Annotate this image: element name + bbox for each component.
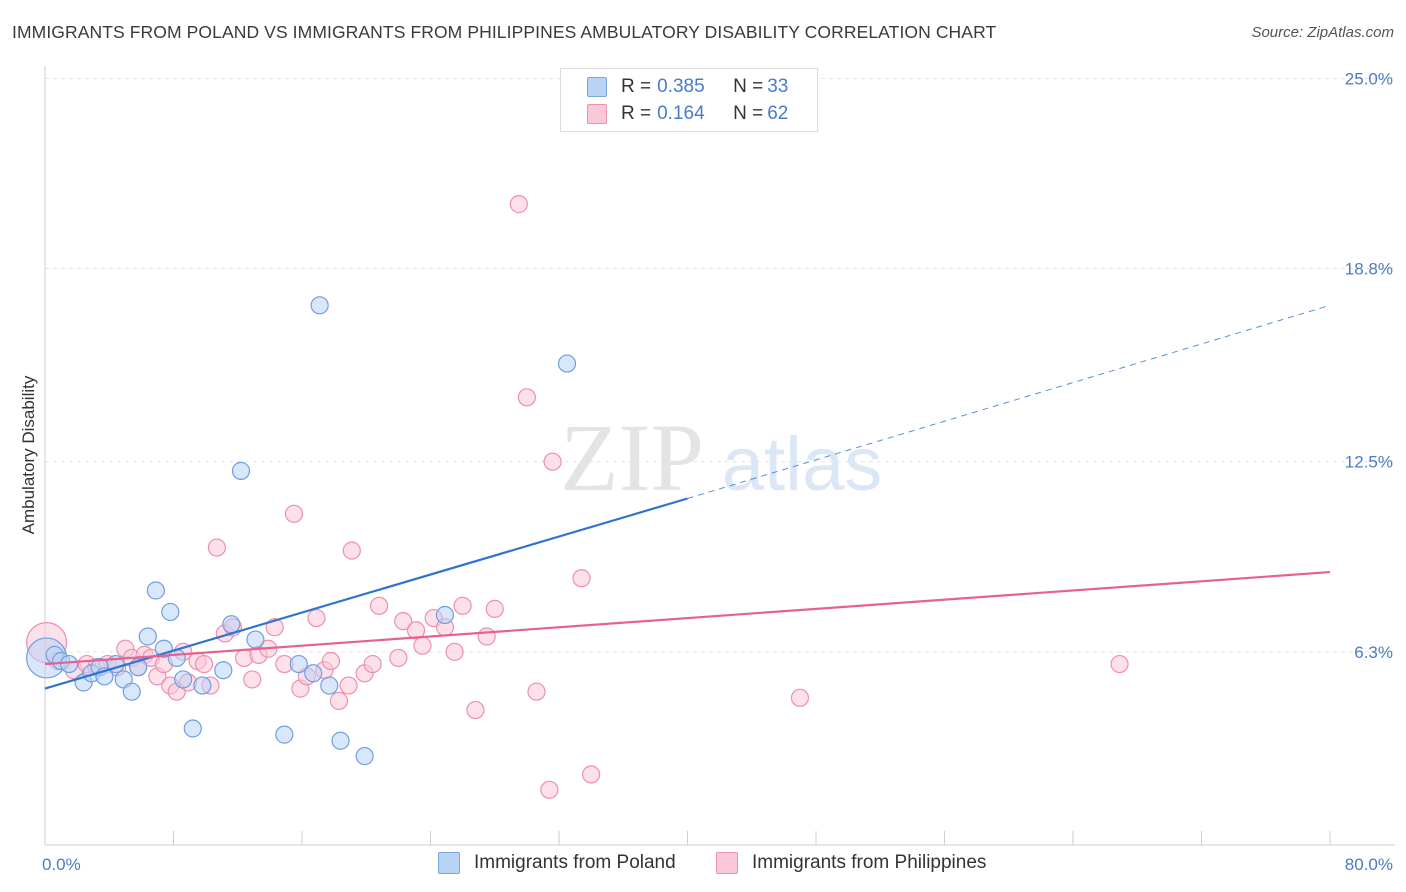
data-point bbox=[557, 354, 577, 373]
trend-line-poland-extension bbox=[687, 304, 1331, 499]
data-point bbox=[183, 719, 202, 738]
legend-swatch-poland bbox=[438, 852, 460, 874]
legend-item-philippines[interactable]: Immigrants from Philippines bbox=[716, 852, 986, 874]
data-point bbox=[329, 691, 349, 710]
x-tick-label: 80.0% bbox=[1345, 855, 1393, 874]
data-point bbox=[413, 636, 432, 655]
data-point bbox=[355, 746, 374, 766]
stats-legend: R = 0.385 N = 33 R = 0.164 N = 62 bbox=[560, 68, 818, 132]
legend-row-philippines: R = 0.164 N = 62 bbox=[587, 102, 788, 126]
data-point bbox=[572, 569, 591, 588]
watermark: ZIP atlas bbox=[560, 404, 882, 511]
axes bbox=[44, 66, 1395, 846]
data-point bbox=[389, 648, 408, 668]
data-point bbox=[517, 388, 536, 407]
data-point bbox=[543, 452, 562, 471]
y-tick-label: 25.0% bbox=[1345, 69, 1393, 88]
data-point bbox=[445, 642, 464, 661]
data-point bbox=[310, 296, 329, 315]
data-point bbox=[194, 654, 214, 674]
data-point bbox=[540, 780, 559, 799]
data-point bbox=[466, 700, 485, 720]
legend-n-key: N = bbox=[733, 103, 764, 124]
data-point bbox=[59, 654, 79, 674]
legend-n-key: N = bbox=[733, 76, 764, 97]
data-point bbox=[406, 621, 426, 640]
data-point bbox=[394, 612, 413, 631]
data-point bbox=[509, 195, 528, 214]
legend-r-value: 0.385 bbox=[657, 76, 705, 97]
legend-label-philippines: Immigrants from Philippines bbox=[752, 852, 987, 873]
legend-r-value: 0.164 bbox=[657, 103, 705, 124]
data-point bbox=[243, 670, 262, 689]
data-point bbox=[246, 630, 265, 649]
data-point bbox=[321, 651, 341, 671]
data-point bbox=[289, 654, 308, 674]
data-point bbox=[138, 627, 157, 646]
data-point bbox=[122, 682, 141, 701]
data-point bbox=[477, 627, 496, 646]
data-point bbox=[363, 654, 382, 674]
data-point bbox=[284, 504, 304, 523]
data-point bbox=[174, 670, 193, 689]
gridlines bbox=[45, 77, 1395, 653]
data-point bbox=[222, 615, 241, 634]
watermark-zip: ZIP bbox=[560, 404, 704, 511]
legend-label-poland: Immigrants from Poland bbox=[474, 852, 676, 873]
y-axis-label: Ambulatory Disability bbox=[19, 375, 38, 534]
legend-r-key: R = bbox=[621, 103, 652, 124]
data-point bbox=[275, 725, 294, 744]
trend-lines bbox=[44, 304, 1331, 690]
data-point bbox=[790, 688, 810, 707]
legend-item-poland[interactable]: Immigrants from Poland bbox=[438, 852, 676, 874]
y-tick-label: 18.8% bbox=[1345, 260, 1393, 279]
legend-r-key: R = bbox=[621, 76, 652, 97]
tick-labels: 6.3% 12.5% 18.8% 25.0% 0.0% 80.0% bbox=[42, 69, 1393, 874]
data-point bbox=[207, 538, 226, 557]
data-point bbox=[320, 676, 339, 695]
data-point bbox=[1110, 654, 1129, 674]
data-point bbox=[339, 676, 358, 695]
legend-swatch-philippines bbox=[716, 852, 738, 874]
data-point bbox=[231, 461, 251, 480]
data-point bbox=[435, 605, 455, 625]
y-tick-label: 12.5% bbox=[1345, 453, 1393, 472]
data-point bbox=[453, 596, 472, 615]
series-legend: Immigrants from Poland Immigrants from P… bbox=[0, 852, 1406, 878]
data-point bbox=[304, 664, 323, 683]
legend-row-poland: R = 0.385 N = 33 bbox=[587, 75, 788, 99]
legend-swatch-poland bbox=[587, 77, 607, 97]
data-point bbox=[485, 599, 504, 618]
data-point bbox=[214, 661, 233, 680]
legend-n-value: 62 bbox=[767, 103, 789, 124]
chart-title: IMMIGRANTS FROM POLAND VS IMMIGRANTS FRO… bbox=[12, 22, 997, 42]
data-point bbox=[161, 602, 180, 622]
data-point bbox=[370, 596, 389, 615]
data-point bbox=[331, 731, 350, 750]
data-point bbox=[146, 581, 165, 600]
data-point bbox=[527, 682, 546, 701]
watermark-atlas: atlas bbox=[722, 422, 883, 507]
data-point bbox=[582, 765, 601, 784]
trend-line-philippines bbox=[44, 570, 1331, 666]
legend-n-value: 33 bbox=[767, 76, 789, 97]
data-point bbox=[342, 541, 361, 560]
data-point bbox=[307, 608, 326, 628]
legend-swatch-philippines bbox=[587, 104, 607, 124]
y-tick-label: 6.3% bbox=[1354, 643, 1393, 662]
data-point bbox=[193, 676, 212, 695]
source-label: Source: ZipAtlas.com bbox=[1251, 24, 1394, 41]
x-tick-label: 0.0% bbox=[42, 855, 81, 874]
